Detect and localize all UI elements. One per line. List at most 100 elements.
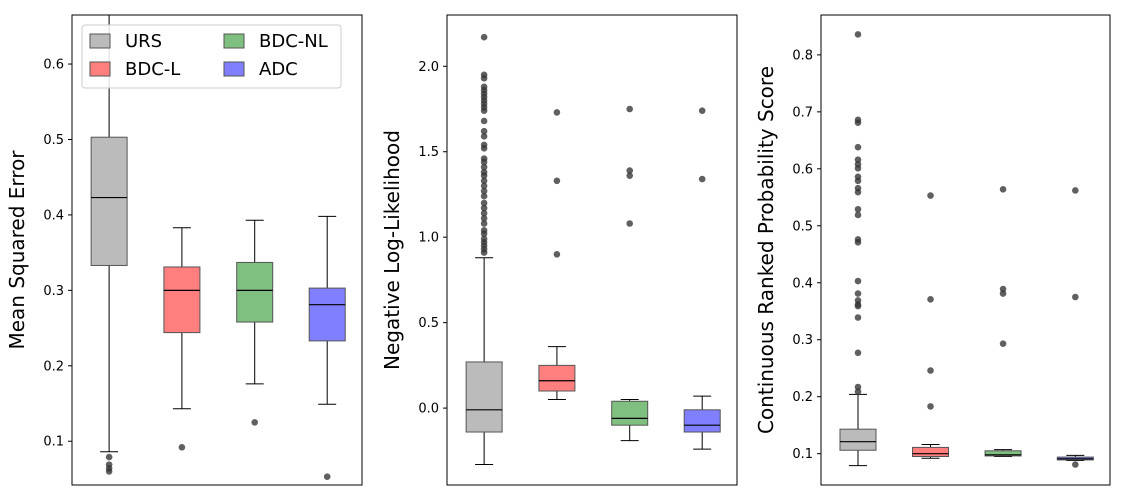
y-tick-label: 0.3 [792,333,813,348]
y-tick-label: 0.2 [792,390,813,405]
outlier-point [854,156,862,164]
outlier-point [480,187,488,195]
box-iqr [538,364,576,392]
outlier-point [999,285,1007,293]
y-tick-label: 0.0 [418,402,439,417]
outlier-point [927,403,934,410]
outlier-point [854,388,862,395]
outlier-point [480,220,488,227]
legend-swatch-adc [223,61,245,77]
box-adc [1056,187,1094,468]
outlier-point [999,290,1007,297]
outlier-point [999,340,1007,348]
outlier-point [854,314,862,321]
box-bdc-l [912,192,950,459]
legend-swatch-bdc-l [89,61,111,77]
outlier-point [698,107,706,115]
outlier-point [553,250,561,258]
box-urs [90,14,128,475]
legend-frame [81,24,342,89]
outlier-point [480,249,488,256]
y-tick-label: 0.5 [418,316,439,331]
box-adc [308,215,346,481]
box-iqr [611,400,649,426]
box-iqr [90,136,128,266]
outlier-point [480,107,488,115]
legend-label-bdc-l: BDC-L [125,59,180,80]
y-tick-label: 0.7 [792,105,813,120]
outlier-point [1072,461,1079,468]
y-tick-label: 0.4 [792,276,813,291]
outlier-point [854,302,862,310]
outlier-point [480,209,488,217]
box-bdc-nl [611,105,649,442]
y-tick-label: 2.0 [418,60,439,75]
y-tick-label: 0.4 [43,208,64,223]
y-tick-label: 0.8 [792,48,813,63]
outlier-point [854,239,862,246]
y-tick-label: 0.1 [792,447,813,462]
outlier-point [178,443,186,451]
outlier-point [927,367,934,374]
legend-label-urs: URS [125,31,162,52]
box-urs [465,33,503,465]
outlier-point [480,199,488,207]
box-urs [839,31,877,467]
outlier-point [480,158,488,166]
outlier-point [553,177,561,185]
outlier-point [480,127,488,135]
box-iqr [984,450,1022,457]
y-tick-label: 1.5 [418,145,439,160]
box-iqr [683,409,721,433]
outlier-point [854,211,862,219]
outlier-point [480,204,488,212]
box-bdc-nl [984,186,1022,458]
y-axis-title: Continuous Ranked Probability Score [754,66,778,434]
plot-frame [446,14,738,486]
outlier-point [626,167,633,174]
outlier-point [854,119,862,126]
outlier-point [105,468,113,475]
outlier-point [480,163,488,171]
outlier-point [854,177,862,185]
legend-label-adc: ADC [259,59,298,80]
y-tick-label: 0.5 [792,219,813,234]
box-iqr [163,266,201,334]
chart-panel-1: 0.1 0.2 0.3 0.4 0.5 0.6 Mean Squared Error URS B… [5,14,363,486]
outlier-point [251,419,258,426]
box-bdc-l [163,227,201,451]
plot-frame [820,14,1111,486]
y-tick-label: 0.6 [792,162,813,177]
outlier-point [854,290,862,297]
outlier-point [854,349,862,357]
outlier-point [553,109,561,116]
box-iqr [308,287,346,342]
outlier-point [1072,293,1079,301]
outlier-point [480,192,488,200]
outlier-point [480,117,488,125]
outlier-point [626,105,633,113]
y-tick-label: 0.2 [43,359,64,374]
outlier-point [480,182,488,190]
y-tick-label: 0.5 [43,133,64,148]
plot-frame [71,14,363,486]
outlier-point [480,133,488,140]
y-axis-title: Negative Log-Likelihood [380,130,404,370]
box-adc [683,107,721,450]
outlier-point [626,220,633,227]
outlier-point [626,172,633,179]
legend: URS BDC-L BDC-NL ADC [81,24,342,89]
outlier-point [927,192,934,199]
outlier-point [854,383,862,391]
outlier-point [480,177,488,185]
outlier-point [1072,187,1079,194]
box-bdc-l [538,109,576,401]
y-tick-label: 1.0 [418,231,439,246]
outlier-point [323,473,331,481]
box-iqr [839,428,877,451]
outlier-point [480,74,488,82]
outlier-point [854,31,862,38]
outlier-point [854,188,862,196]
chart-panel-3: 0.1 0.2 0.3 0.4 0.5 0.6 0.7 0.8 Continuous Ranke… [754,14,1111,486]
